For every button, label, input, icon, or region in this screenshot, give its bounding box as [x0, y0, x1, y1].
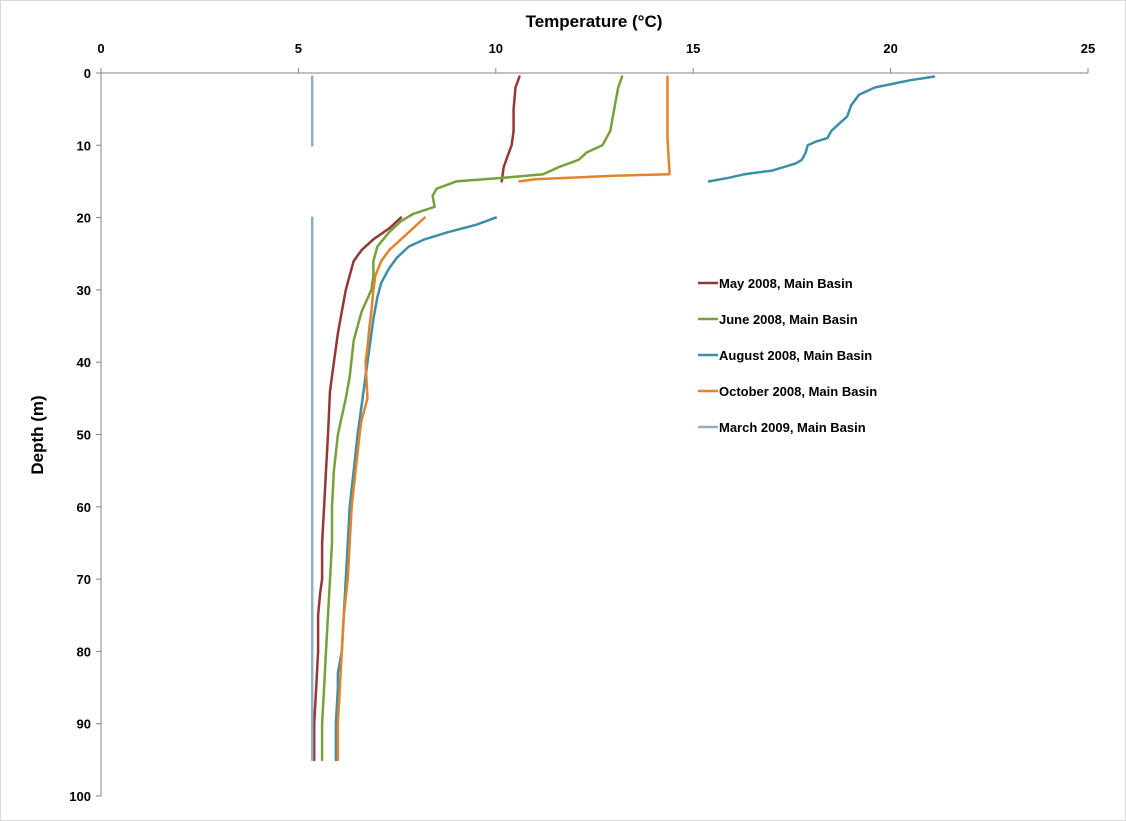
y-axis-title: Depth (m): [28, 395, 47, 474]
x-tick-label: 15: [686, 41, 700, 56]
y-ticks: 0 10 20 30 40 50 60 70 80 90 100: [69, 66, 101, 804]
series-group: [310, 75, 936, 762]
series-2: [334, 75, 936, 762]
y-tick-label: 90: [77, 717, 91, 732]
y-tick-label: 10: [77, 138, 91, 153]
axes: [100, 72, 1088, 796]
y-tick-label: 0: [84, 66, 91, 81]
legend-label: March 2009, Main Basin: [719, 420, 866, 435]
series-line-segment: [334, 216, 498, 762]
series-line-segment: [500, 75, 521, 183]
y-tick-label: 30: [77, 283, 91, 298]
legend-label: August 2008, Main Basin: [719, 348, 872, 363]
series-0: [312, 75, 521, 762]
x-tick-label: 10: [489, 41, 503, 56]
x-axis-title: Temperature (°C): [526, 12, 663, 31]
y-tick-label: 80: [77, 644, 91, 659]
x-tick-label: 5: [295, 41, 302, 56]
y-tick-label: 100: [69, 789, 91, 804]
y-tick-label: 70: [77, 572, 91, 587]
x-tick-label: 25: [1081, 41, 1095, 56]
y-tick-label: 60: [77, 500, 91, 515]
legend-label: May 2008, Main Basin: [719, 276, 853, 291]
series-line-segment: [336, 216, 426, 762]
legend-label: October 2008, Main Basin: [719, 384, 877, 399]
series-line-segment: [707, 75, 936, 183]
series-1: [320, 75, 624, 762]
y-tick-label: 50: [77, 428, 91, 443]
series-3: [336, 75, 671, 762]
series-line-segment: [312, 216, 403, 762]
y-tick-label: 40: [77, 355, 91, 370]
series-line-segment: [320, 75, 624, 762]
legend-label: June 2008, Main Basin: [719, 312, 858, 327]
legend: May 2008, Main Basin June 2008, Main Basi…: [698, 276, 877, 435]
x-ticks: 0 5 10 15 20 25: [97, 41, 1095, 73]
x-tick-label: 0: [97, 41, 104, 56]
x-tick-label: 20: [883, 41, 897, 56]
y-tick-label: 20: [77, 211, 91, 226]
series-line-segment: [518, 75, 671, 183]
